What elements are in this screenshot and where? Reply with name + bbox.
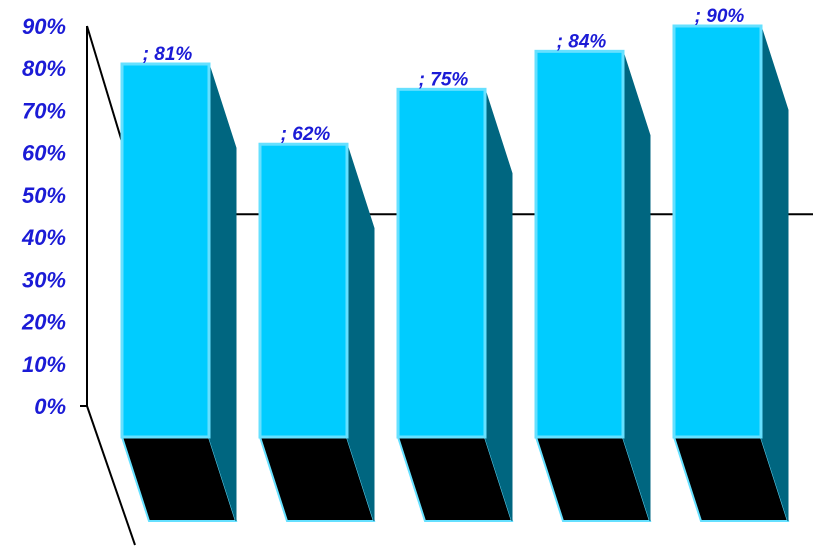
bar-side [622, 51, 651, 522]
bar-group [672, 24, 790, 522]
y-axis-ticks: 0% 10% 20% 30% 40% 50% 60% 70% 80% 90% [21, 14, 66, 419]
bar [672, 24, 763, 439]
data-label: ; 84% [557, 31, 607, 52]
data-label: ; 62% [281, 124, 331, 145]
bar-group [396, 87, 514, 522]
y-tick-label: 0% [34, 394, 66, 419]
bar [258, 142, 349, 439]
data-label: ; 90% [695, 6, 745, 27]
y-tick-label: 40% [21, 225, 66, 250]
bar [534, 49, 625, 439]
bar-side [760, 25, 789, 522]
y-tick-label: 10% [22, 352, 66, 377]
y-tick-label: 80% [22, 56, 66, 81]
bar-layer [120, 24, 790, 522]
data-labels: ; 81% ; 62% ; 75% ; 84% ; 90% [143, 6, 745, 145]
y-tick-label: 20% [21, 310, 66, 335]
floor-edge [86, 405, 136, 546]
bar-group [120, 62, 238, 522]
bar [396, 87, 487, 439]
y-tick-label: 70% [22, 98, 66, 123]
bar-group [534, 49, 652, 522]
y-tick-label: 90% [22, 14, 66, 39]
bar [120, 62, 211, 439]
bar-group [258, 142, 376, 522]
data-label: ; 81% [143, 44, 193, 65]
y-tick-label: 60% [22, 141, 66, 166]
data-label: ; 75% [419, 69, 469, 90]
y-tick-label: 30% [22, 267, 66, 292]
y-tick-label: 50% [22, 183, 66, 208]
